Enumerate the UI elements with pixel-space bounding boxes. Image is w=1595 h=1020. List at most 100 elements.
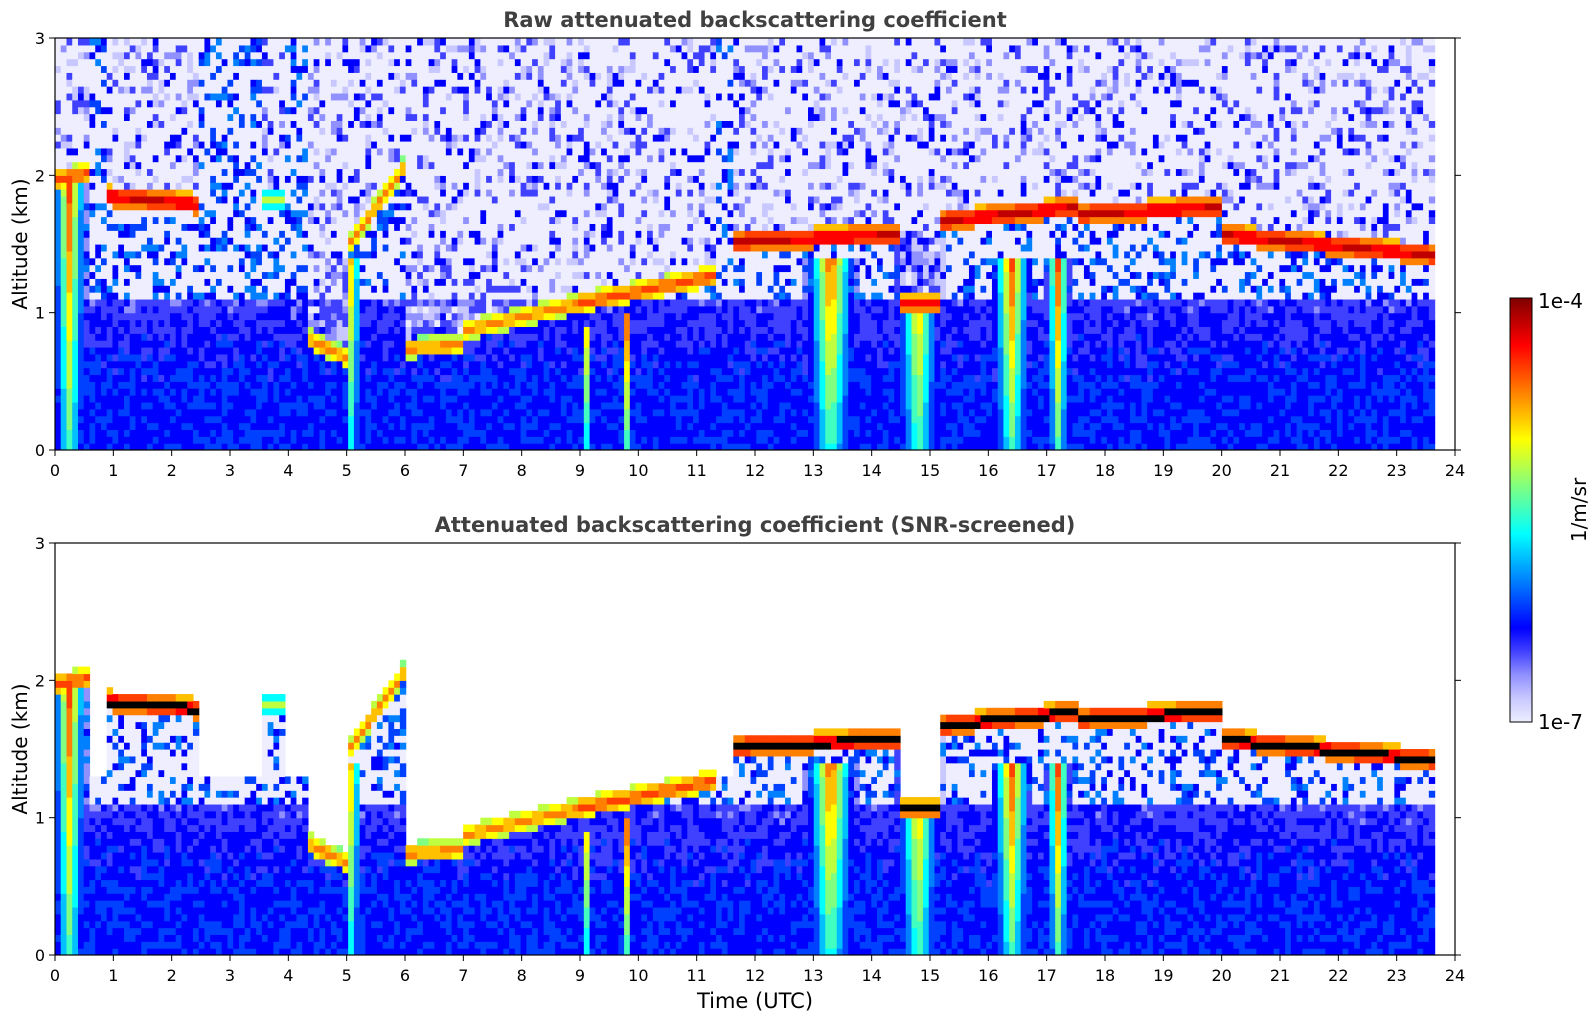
heatmap-cell — [244, 134, 252, 142]
heatmap-cell — [440, 92, 447, 101]
heatmap-cell — [175, 223, 183, 231]
heatmap-cell — [388, 106, 395, 115]
heatmap-cell — [221, 223, 229, 231]
heatmap-cell — [497, 408, 504, 417]
heatmap-cell — [204, 113, 211, 121]
heatmap-cell — [169, 154, 177, 163]
heatmap-cell — [77, 367, 85, 376]
heatmap-cell — [422, 216, 430, 224]
heatmap-cell — [135, 285, 142, 293]
heatmap-cell — [394, 168, 401, 176]
heatmap-cell — [371, 429, 378, 437]
heatmap-cell — [279, 257, 286, 266]
heatmap-cell — [60, 202, 68, 211]
heatmap-cell — [325, 134, 332, 142]
heatmap-cell — [290, 326, 298, 334]
heatmap-cell — [290, 395, 298, 403]
heatmap-cell — [382, 189, 389, 197]
heatmap-cell — [348, 223, 355, 231]
heatmap-cell — [319, 202, 326, 211]
heatmap-cell — [192, 79, 200, 87]
heatmap-cell — [382, 353, 389, 362]
heatmap-cell — [244, 141, 252, 149]
heatmap-cell — [514, 51, 522, 60]
heatmap-cell — [394, 106, 401, 115]
heatmap-cell — [267, 58, 275, 67]
heatmap-cell — [468, 244, 476, 252]
heatmap-cell — [158, 340, 165, 348]
heatmap-cell — [141, 189, 148, 197]
heatmap-cell — [83, 51, 91, 60]
heatmap-cell — [192, 401, 200, 410]
heatmap-cell — [509, 38, 516, 46]
heatmap-cell — [457, 271, 464, 279]
heatmap-cell — [382, 374, 389, 382]
heatmap-cell — [72, 298, 79, 307]
heatmap-cell — [330, 367, 338, 376]
heatmap-cell — [279, 113, 286, 121]
heatmap-cell — [77, 292, 85, 300]
heatmap-cell — [526, 65, 533, 73]
heatmap-cell — [279, 388, 286, 396]
heatmap-cell — [256, 250, 263, 259]
heatmap-cell — [330, 415, 338, 424]
heatmap-cell — [66, 120, 73, 128]
heatmap-cell — [480, 175, 487, 183]
heatmap-cell — [463, 312, 470, 321]
heatmap-cell — [503, 223, 510, 231]
heatmap-cell — [353, 353, 361, 362]
heatmap-cell — [491, 415, 499, 424]
heatmap-cell — [296, 305, 303, 314]
heatmap-cell — [376, 353, 384, 362]
heatmap-cell — [112, 340, 119, 348]
heatmap-cell — [359, 237, 367, 245]
heatmap-cell — [135, 113, 142, 121]
heatmap-cell — [123, 120, 131, 128]
heatmap-cell — [514, 65, 522, 73]
heatmap-cell — [445, 250, 453, 259]
heatmap-cell — [509, 388, 516, 396]
heatmap-cell — [428, 72, 435, 80]
heatmap-cell — [382, 168, 389, 176]
heatmap-cell — [486, 106, 493, 115]
heatmap-cell — [181, 141, 188, 149]
heatmap-cell — [359, 312, 367, 321]
heatmap-cell — [118, 244, 125, 252]
heatmap-cell — [325, 244, 332, 252]
heatmap-cell — [204, 209, 211, 218]
heatmap-cell — [428, 408, 435, 417]
heatmap-cell — [440, 209, 447, 218]
heatmap-cell — [72, 312, 79, 321]
heatmap-cell — [273, 285, 280, 293]
heatmap-cell — [129, 38, 137, 46]
heatmap-cell — [376, 250, 384, 259]
heatmap-cell — [256, 189, 263, 197]
heatmap-cell — [330, 319, 338, 327]
heatmap-cell — [152, 436, 160, 444]
heatmap-cell — [302, 195, 309, 204]
heatmap-cell — [428, 230, 435, 238]
heatmap-cell — [388, 436, 395, 444]
heatmap-cell — [468, 353, 476, 362]
heatmap-cell — [434, 72, 441, 80]
heatmap-cell — [261, 230, 269, 238]
heatmap-cell — [359, 285, 367, 293]
heatmap-cell — [169, 333, 177, 341]
heatmap-cell — [66, 250, 73, 259]
heatmap-cell — [503, 216, 510, 224]
heatmap-cell — [187, 374, 194, 382]
heatmap-cell — [273, 278, 280, 286]
heatmap-cell — [72, 127, 79, 135]
heatmap-cell — [359, 278, 367, 286]
heatmap-cell — [440, 230, 447, 238]
heatmap-cell — [89, 147, 96, 156]
heatmap-cell — [365, 395, 372, 403]
heatmap-cell — [112, 381, 119, 389]
heatmap-cell — [417, 147, 424, 156]
heatmap-cell — [192, 326, 200, 334]
heatmap-cell — [146, 257, 154, 266]
heatmap-cell — [273, 298, 280, 307]
heatmap-cell — [152, 422, 160, 430]
heatmap-cell — [336, 415, 344, 424]
heatmap-cell — [158, 195, 165, 204]
